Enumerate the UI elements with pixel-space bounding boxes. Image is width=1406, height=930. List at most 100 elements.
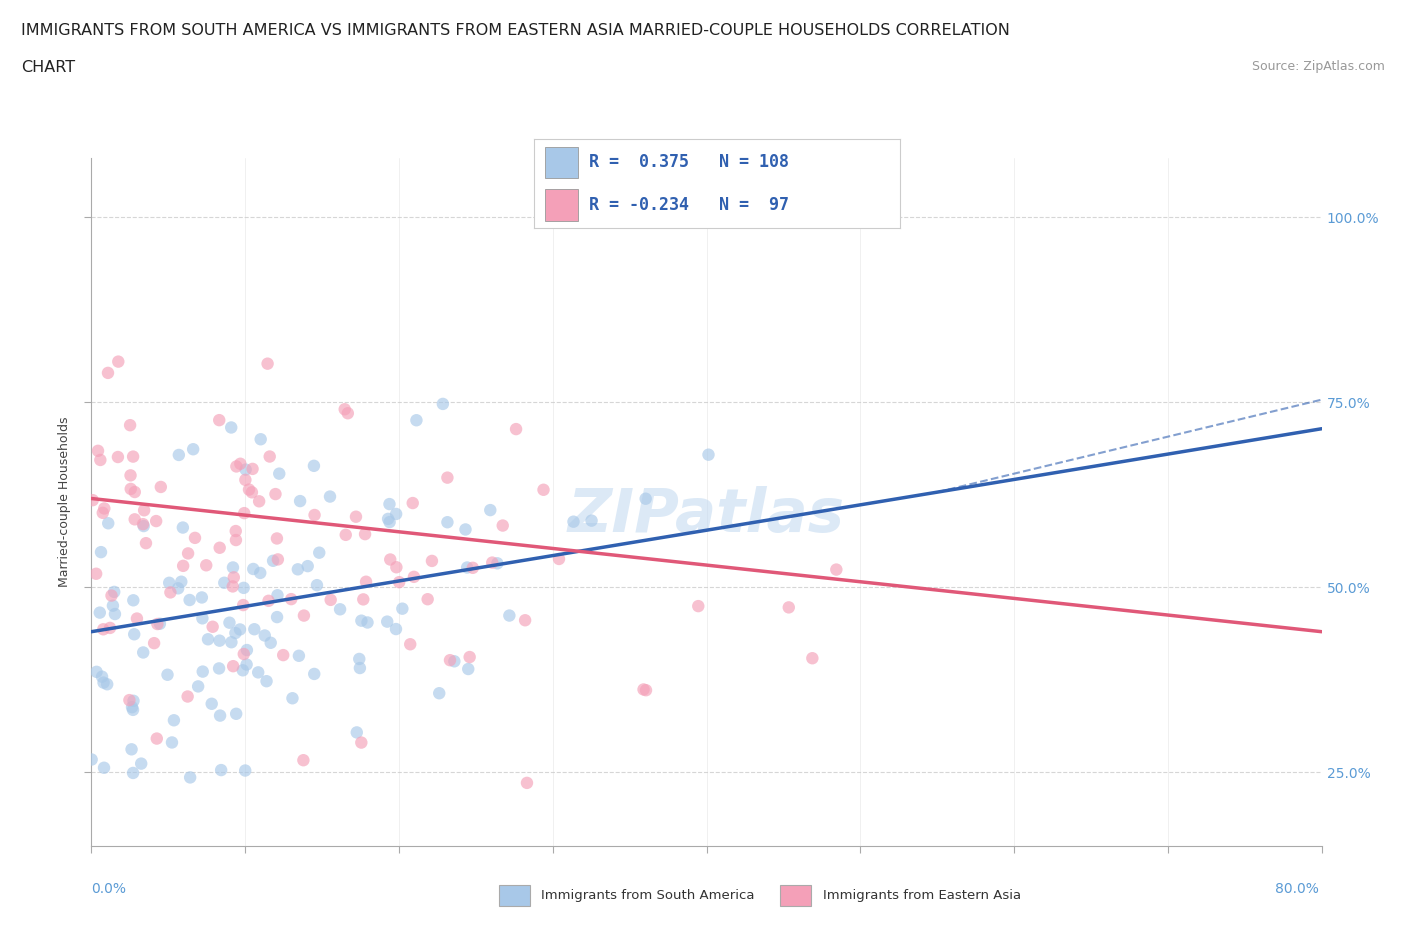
Point [281, 691, 304, 706]
Point [103, 584, 125, 599]
Point [264, 486, 287, 501]
Point [176, 689, 198, 704]
Point [121, 699, 143, 714]
Point [378, 497, 401, 512]
Point [308, 545, 330, 560]
Point [122, 702, 145, 717]
Point [229, 622, 252, 637]
Point [402, 569, 425, 584]
Point [378, 514, 401, 529]
Point [122, 449, 145, 464]
Point [432, 396, 454, 411]
Point [96, 677, 118, 692]
Point [107, 354, 129, 369]
Point [581, 513, 603, 528]
Point [292, 608, 315, 623]
Point [329, 602, 352, 617]
Point [439, 653, 461, 668]
Point [170, 575, 193, 590]
Point [688, 599, 710, 614]
Point [336, 405, 359, 420]
Point [208, 540, 231, 555]
Point [249, 565, 271, 580]
Point [436, 515, 458, 530]
Point [304, 508, 326, 523]
Point [172, 520, 194, 535]
Point [479, 502, 502, 517]
Point [380, 552, 402, 567]
Point [242, 562, 264, 577]
Point [84, 566, 107, 581]
Point [233, 506, 256, 521]
Point [391, 601, 413, 616]
Point [93, 675, 115, 690]
Point [160, 735, 183, 750]
Point [100, 588, 122, 603]
Point [516, 776, 538, 790]
Point [346, 725, 368, 740]
Point [249, 432, 271, 446]
Point [335, 527, 357, 542]
Point [801, 651, 824, 666]
Point [181, 442, 204, 457]
Point [262, 553, 284, 568]
Point [91, 622, 114, 637]
Point [179, 770, 201, 785]
Point [443, 654, 465, 669]
Text: 80.0%: 80.0% [1275, 882, 1319, 896]
Point [87, 444, 110, 458]
Text: Immigrants from Eastern Asia: Immigrants from Eastern Asia [823, 889, 1021, 902]
Point [461, 561, 484, 576]
Point [86, 664, 108, 679]
Point [191, 664, 214, 679]
Point [481, 555, 503, 570]
Point [222, 570, 245, 585]
Point [333, 402, 356, 417]
Point [224, 626, 246, 641]
Point [98, 620, 121, 635]
Point [256, 673, 278, 688]
Point [457, 661, 479, 676]
Point [427, 685, 450, 700]
Text: R =  0.375   N = 108: R = 0.375 N = 108 [589, 153, 789, 171]
Point [107, 449, 129, 464]
Point [243, 622, 266, 637]
Point [93, 761, 115, 776]
Point [156, 668, 179, 683]
Point [163, 712, 186, 727]
Point [222, 658, 245, 673]
Point [221, 635, 243, 650]
Point [271, 647, 294, 662]
Point [209, 763, 232, 777]
Point [350, 735, 373, 750]
Text: 0.0%: 0.0% [91, 882, 127, 896]
Bar [546, 147, 578, 179]
Point [122, 627, 145, 642]
Point [172, 558, 194, 573]
Point [132, 645, 155, 660]
Point [486, 556, 509, 571]
Point [149, 617, 172, 631]
Point [350, 613, 373, 628]
Point [132, 517, 155, 532]
Point [208, 413, 231, 428]
Point [225, 524, 247, 538]
Point [120, 482, 142, 497]
Point [214, 576, 236, 591]
Point [208, 661, 231, 676]
Point [135, 536, 157, 551]
Point [266, 610, 288, 625]
Point [420, 553, 443, 568]
Point [253, 628, 276, 643]
Point [232, 646, 254, 661]
Point [825, 562, 848, 577]
Point [505, 421, 527, 436]
Point [456, 560, 478, 575]
Point [134, 503, 156, 518]
Point [120, 468, 142, 483]
Point [232, 598, 254, 613]
Point [91, 505, 114, 520]
Point [195, 558, 218, 573]
Text: Immigrants from South America: Immigrants from South America [541, 889, 755, 902]
Point [349, 660, 371, 675]
